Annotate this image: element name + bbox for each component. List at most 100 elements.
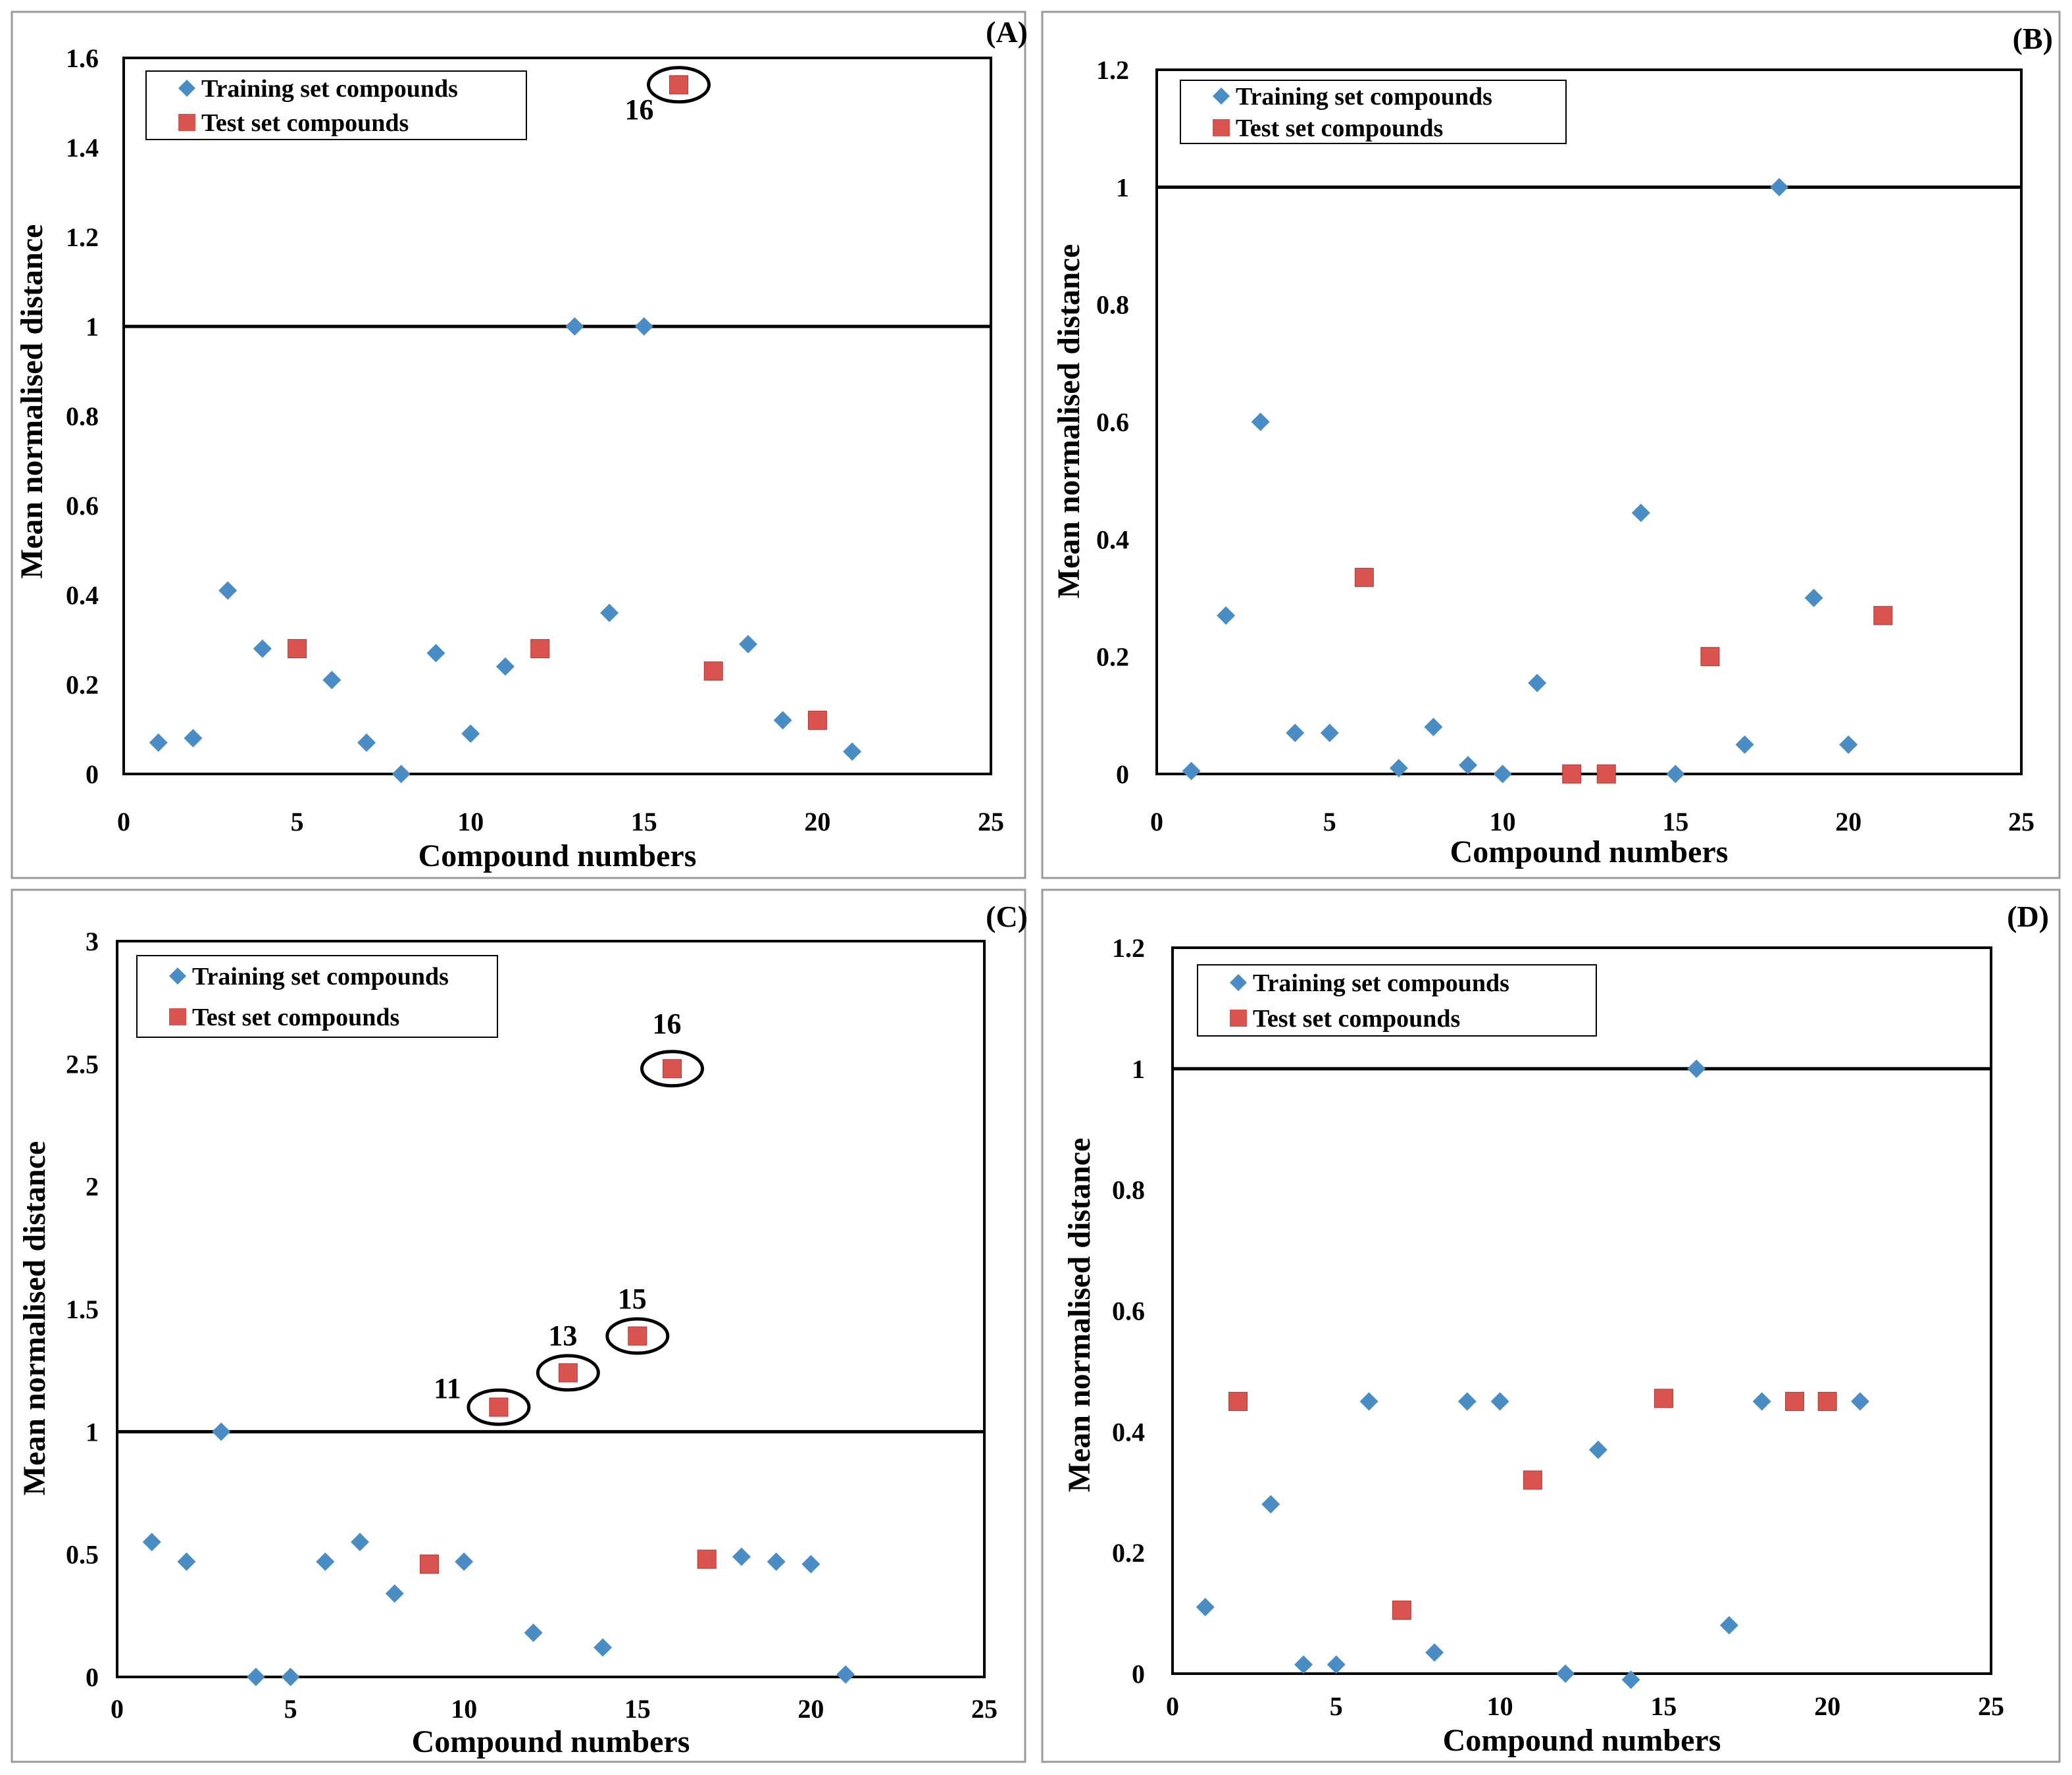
training-point	[843, 742, 862, 761]
x-tick-label: 20	[1835, 807, 1861, 836]
training-point	[246, 1668, 265, 1686]
training-point	[767, 1552, 786, 1571]
legend-entry: Test set compounds	[201, 109, 409, 137]
y-tick-label: 0	[1116, 759, 1129, 789]
y-tick-label: 1.5	[66, 1295, 99, 1324]
training-point	[594, 1638, 613, 1657]
legend: Training set compounds Test set compounds	[1180, 80, 1567, 144]
test-point	[1562, 764, 1582, 784]
training-point	[1327, 1655, 1346, 1674]
test-point	[1596, 764, 1616, 784]
panel-label: (C)	[986, 900, 1028, 933]
y-tick-label: 0.4	[1112, 1417, 1145, 1447]
x-axis-title: Compound numbers	[412, 1724, 690, 1759]
legend: Training set compounds Test set compounds	[136, 955, 498, 1038]
legend-marker-test	[178, 114, 195, 131]
test-point	[628, 1326, 647, 1346]
training-point	[1182, 761, 1201, 781]
training-point	[1631, 503, 1650, 523]
test-point	[288, 639, 307, 659]
x-tick-label: 10	[451, 1694, 477, 1724]
legend: Training set compounds Test set compounds	[145, 70, 527, 140]
y-tick-label: 0	[86, 759, 99, 789]
x-tick-label: 15	[1650, 1691, 1677, 1721]
legend-entry: Test set compounds	[1236, 115, 1443, 142]
x-tick-label: 5	[1323, 807, 1336, 836]
training-point	[281, 1668, 300, 1686]
training-point	[1359, 1392, 1378, 1411]
x-tick-label: 15	[624, 1694, 651, 1724]
training-point	[600, 604, 619, 623]
y-axis-title: Mean normalised distance	[14, 224, 49, 579]
plot-area	[1155, 68, 2023, 775]
legend-box	[1197, 964, 1597, 1037]
training-point	[565, 317, 584, 336]
panel-frame	[1041, 11, 2061, 879]
y-tick-label: 1	[1132, 1054, 1145, 1084]
legend-marker-test	[1213, 119, 1230, 136]
y-tick-label: 0	[86, 1662, 99, 1692]
training-point	[184, 729, 203, 748]
x-tick-label: 0	[111, 1694, 124, 1724]
chart-panel-a: (A) 0 5 10 15 20 25 0 0.2 0.4 0.6 0.8 1 1.2 1.4 1.6 Comp…	[11, 11, 1028, 879]
training-point	[1839, 735, 1858, 754]
x-tick-label: 20	[1814, 1691, 1840, 1721]
training-point	[1666, 765, 1685, 783]
y-tick-label: 0.6	[1112, 1297, 1145, 1326]
training-point	[1261, 1495, 1280, 1514]
test-point	[1228, 1391, 1248, 1411]
x-tick-label: 10	[457, 807, 484, 836]
test-point	[489, 1397, 509, 1417]
test-point	[1873, 605, 1893, 625]
y-tick-label: 0.2	[1096, 642, 1129, 672]
training-point	[1687, 1059, 1706, 1078]
test-point	[807, 710, 827, 730]
x-tick-label: 5	[284, 1694, 297, 1724]
y-tick-label: 0	[1132, 1659, 1145, 1689]
x-axis-title: Compound numbers	[418, 838, 697, 873]
training-point	[385, 1584, 404, 1603]
y-tick-label: 1	[86, 1417, 99, 1447]
legend-box	[1180, 80, 1567, 144]
training-point	[1424, 717, 1443, 736]
y-tick-label: 1.4	[66, 133, 99, 163]
training-point	[1770, 178, 1789, 197]
training-point	[1459, 756, 1478, 775]
x-tick-label: 10	[1487, 1691, 1513, 1721]
test-point	[703, 661, 723, 681]
training-point	[1217, 606, 1236, 625]
training-point	[634, 317, 653, 336]
test-point	[1784, 1391, 1804, 1411]
training-point	[253, 639, 272, 658]
outlier-ellipse	[605, 1317, 670, 1355]
panel-label: (B)	[2013, 22, 2053, 55]
y-tick-label: 0.5	[66, 1540, 99, 1570]
training-point	[426, 644, 445, 663]
y-tick-label: 1.2	[66, 222, 99, 252]
legend-box	[145, 70, 527, 140]
training-point	[1621, 1670, 1640, 1689]
y-tick-label: 1	[1116, 172, 1129, 202]
training-point	[1735, 735, 1754, 754]
legend-entry: Test set compounds	[1253, 1005, 1460, 1033]
legend-box	[136, 955, 498, 1038]
training-point	[495, 657, 515, 676]
training-point	[149, 733, 168, 752]
x-axis-title: Compound numbers	[1443, 1723, 1721, 1758]
training-point	[1588, 1440, 1607, 1459]
panel-frame	[11, 888, 1026, 1763]
test-point	[1523, 1470, 1542, 1490]
test-point	[1354, 567, 1374, 587]
legend-entry: Training set compounds	[1236, 83, 1492, 111]
y-axis-title: Mean normalised distance	[1051, 244, 1086, 599]
y-tick-label: 2.5	[66, 1049, 99, 1079]
x-tick-label: 20	[804, 807, 830, 836]
outlier-label: 13	[548, 1320, 577, 1352]
test-point	[1700, 647, 1720, 667]
test-point	[1654, 1389, 1673, 1408]
x-tick-label: 0	[1150, 807, 1163, 836]
x-tick-label: 5	[291, 807, 304, 836]
test-point	[697, 1549, 717, 1569]
x-tick-label: 25	[978, 807, 1004, 836]
legend-marker-test	[1230, 1010, 1247, 1027]
